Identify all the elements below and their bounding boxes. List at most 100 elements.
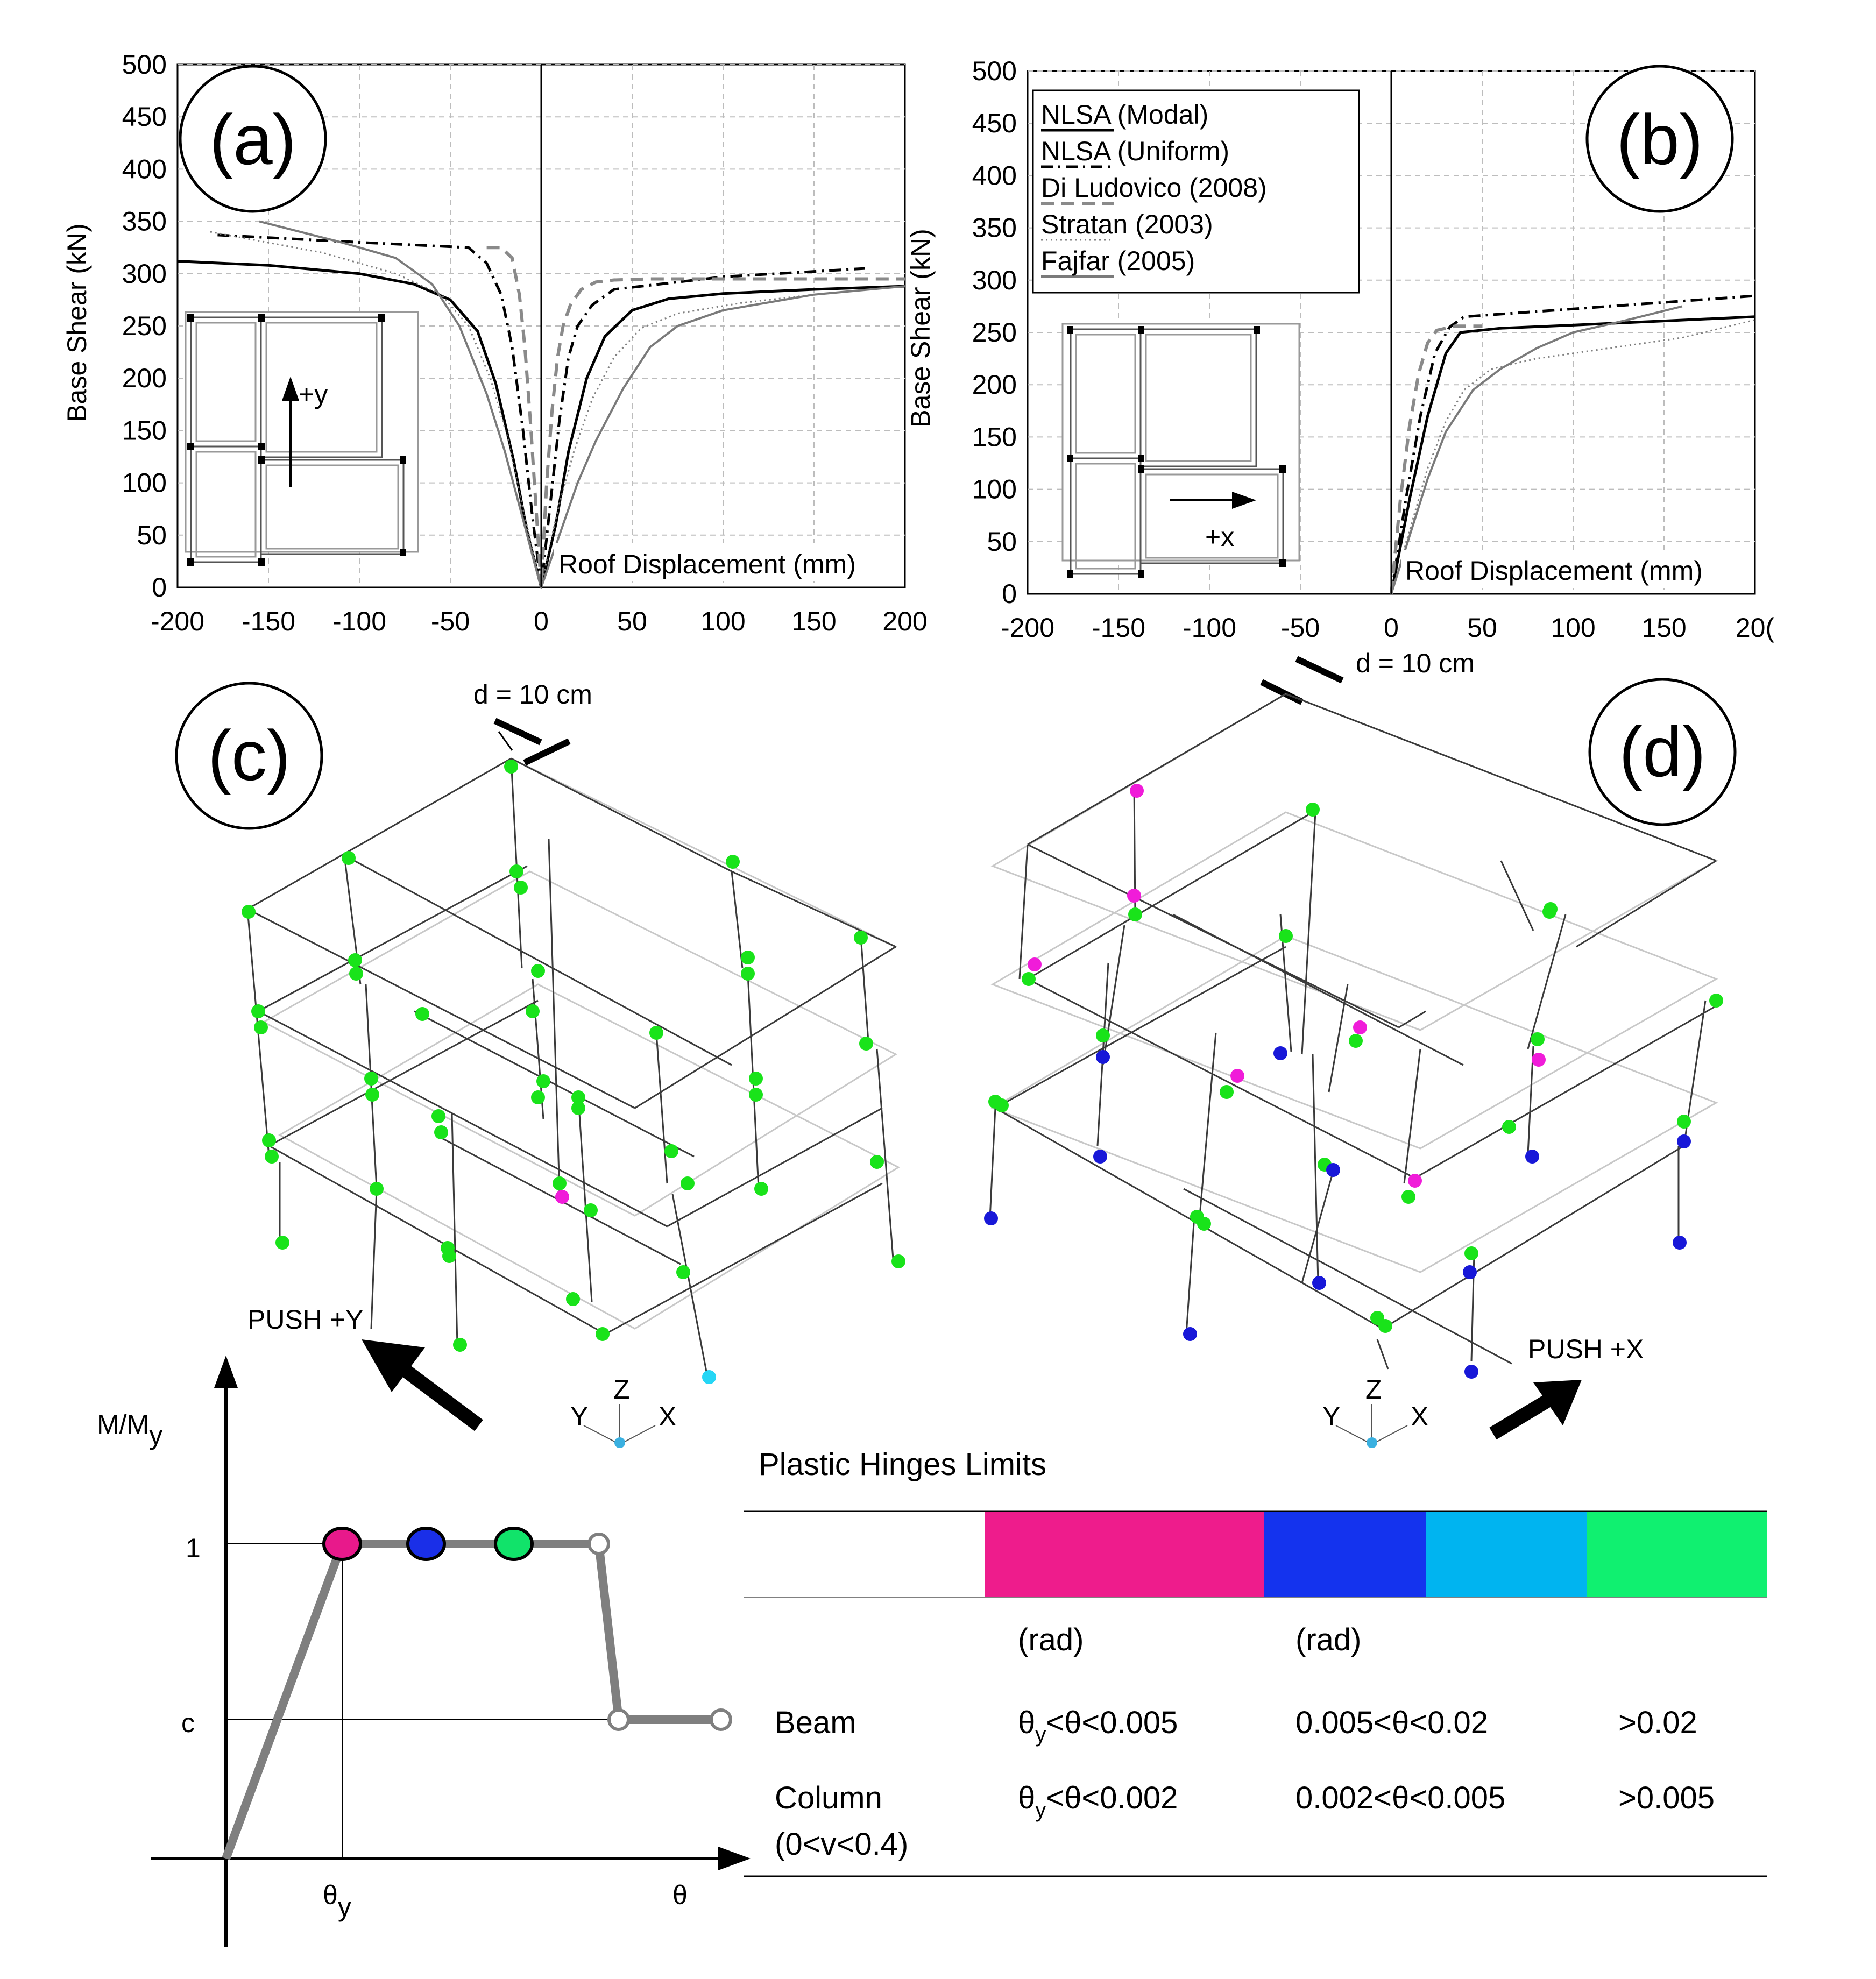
plastic-hinge [749,1072,763,1086]
svg-text:Z: Z [1365,1374,1382,1405]
frame-member [1199,1032,1217,1216]
plastic-hinge [251,1004,265,1018]
frame-member [370,1188,378,1329]
panel-c-3d-frame: (c) d = 10 cm Z Y X PUSH +Y [175,679,905,1448]
plastic-hinge [1709,994,1723,1008]
plastic-hinge [431,1109,445,1123]
plastic-hinge [1130,784,1144,798]
plastic-hinge [1028,957,1042,971]
x-tick-label: 50 [617,606,647,636]
x-tick-label: 20( [1736,613,1775,643]
plastic-hinge [509,864,523,878]
plastic-hinge [265,1150,279,1164]
plastic-hinge [536,1074,550,1088]
frame-member [634,946,896,1109]
frame-member [365,984,378,1189]
y-tick-label: 250 [122,311,167,341]
plastic-hinge [1677,1134,1691,1148]
x-tick-label: -50 [431,606,470,636]
y-tick-label: 450 [972,108,1017,138]
plastic-hinge [1022,972,1036,986]
plastic-hinge [859,1037,873,1051]
plastic-hinge [1525,1150,1539,1164]
limits-title: Plastic Hinges Limits [759,1447,1046,1482]
y-tick-label: 300 [972,265,1017,295]
limit-band-io [985,1512,1264,1597]
frame-member [1376,1339,1389,1370]
chart-b-plan-inset: +x [1061,323,1300,578]
frame-member [1285,693,1717,862]
x-tick-label: -150 [1092,613,1145,643]
frame-member [860,935,870,1049]
limits-row-column-c3: >0.005 [1618,1781,1715,1815]
chart-b-inset-direction: +x [1205,522,1234,552]
plastic-hinge [1230,1069,1244,1083]
y-tick-label: 50 [987,527,1017,557]
frame-member [667,1107,883,1228]
plastic-hinge [1378,1319,1392,1333]
plastic-hinge [442,1249,456,1263]
frame-member [671,1194,709,1378]
chart-a-badge [179,65,327,213]
panel-c-push-arrow [362,1339,483,1431]
y-tick-label: 300 [122,259,167,289]
plastic-hinge [1532,1053,1546,1067]
legend-label: NLSA (Uniform) [1041,136,1229,166]
panel-d-push-arrow [1489,1380,1582,1440]
panel-d-badge [1588,678,1737,826]
plastic-hinge [1220,1085,1234,1099]
plastic-hinge [1197,1217,1211,1231]
plastic-hinge [1326,1163,1340,1177]
plastic-hinge [1127,889,1141,903]
y-tick-label: 500 [972,56,1017,86]
limits-row-column-range: (0<v<0.4) [775,1827,908,1862]
x-tick-label: 200 [882,606,927,636]
frame-member [1183,1188,1512,1365]
undeformed-outline [261,870,898,1217]
plastic-hinge [571,1090,585,1104]
frame-member [1027,811,1313,980]
series-line-stratan-2003- [1390,319,1755,594]
chart-a-inset-direction: +y [299,379,328,409]
plastic-hinge [348,953,362,967]
x-tick-label: 150 [791,606,836,636]
hinge-backbone-diagram: M/My 1 c θy θ [97,1356,751,1947]
chart-a-plan-inset: +y [185,311,419,566]
y-tick-label: 500 [122,49,167,80]
frame-member [731,871,744,969]
frame-member [995,1107,1383,1330]
plastic-hinge [1464,1246,1478,1260]
plastic-hinge [242,905,256,919]
plastic-hinge [1306,803,1320,817]
plastic-hinge [434,1125,448,1139]
legend-item: Stratan (2003) [1041,209,1213,241]
limit-band-ls [1264,1512,1426,1597]
chart-a-ylabel: Base Shear (kN) [62,223,92,422]
svg-text:Y: Y [1322,1401,1340,1431]
frame-member [258,1010,668,1228]
plastic-hinge [726,855,740,869]
plastic-hinge [596,1327,610,1341]
frame-member [1576,860,1717,948]
plastic-hinge [553,1176,567,1190]
chart-b-panel-label: (b) [1616,100,1703,179]
plastic-hinge-limits: Plastic Hinges Limits (rad) (rad) Beam θ… [744,1447,1767,1877]
limit-band-beyond [1587,1512,1767,1597]
frame-member [995,946,1286,1109]
limits-row-beam-name: Beam [775,1705,856,1740]
plastic-hinge [1673,1236,1687,1250]
plastic-hinge [1464,1365,1478,1379]
x-tick-label: -200 [1001,613,1054,643]
y-tick-label: 100 [122,468,167,498]
plastic-hinge [584,1203,598,1217]
frame-member [1301,812,1316,1055]
frame-member [1301,1167,1335,1283]
legend-label: Fajfar (2005) [1041,246,1195,276]
series-line-di-ludovico-2008- [486,246,905,589]
plastic-hinge [681,1176,695,1190]
y-tick-label: 200 [972,370,1017,400]
x-tick-label: 100 [700,606,745,636]
svg-text:Z: Z [613,1374,630,1405]
